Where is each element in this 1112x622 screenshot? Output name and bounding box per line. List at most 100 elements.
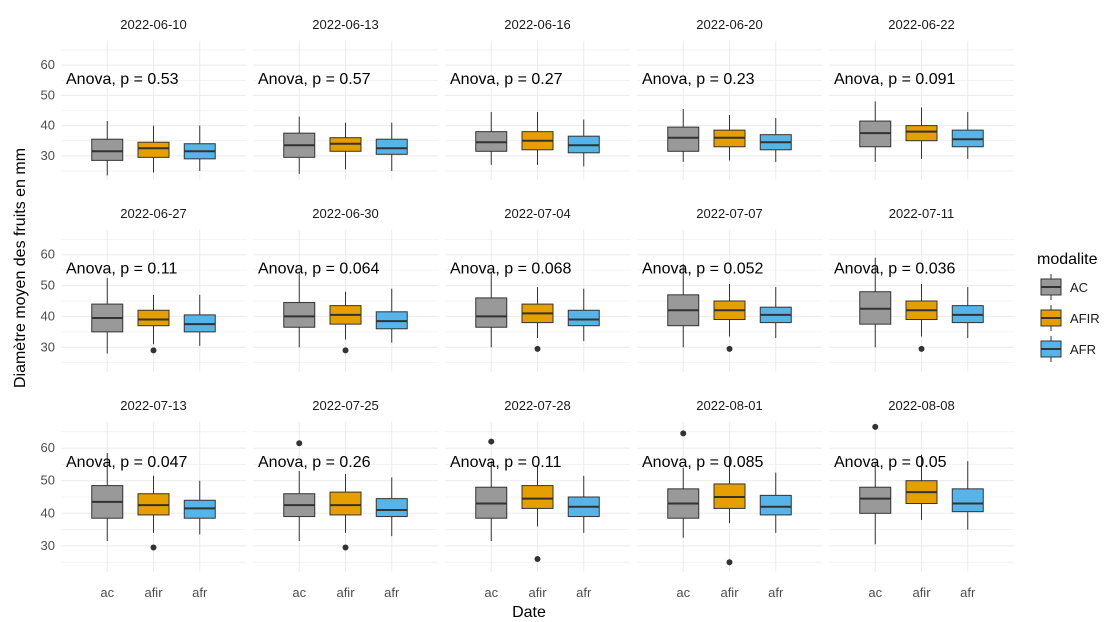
y-tick-label: 30 [41, 148, 55, 163]
facet-panel: 2022-06-20 Anova, p = 0.23 [637, 17, 822, 180]
y-tick-label: 50 [41, 87, 55, 102]
outlier-point [680, 430, 686, 436]
box [906, 126, 937, 141]
facet-title: 2022-08-01 [696, 398, 763, 413]
x-tick-label: ac [676, 585, 690, 600]
facet-panel: 2022-07-07 Anova, p = 0.052 [637, 206, 822, 372]
boxplot-afr [760, 287, 791, 338]
box [92, 139, 123, 160]
anova-label: Anova, p = 0.091 [834, 71, 956, 88]
anova-label: Anova, p = 0.085 [642, 454, 764, 471]
boxplot-afr [952, 461, 983, 529]
anova-label: Anova, p = 0.26 [258, 454, 371, 471]
boxplot-afr [760, 473, 791, 533]
facet-panel: 2022-06-13 Anova, p = 0.57 [253, 17, 438, 180]
anova-label: Anova, p = 0.53 [66, 71, 179, 88]
facet-title: 2022-06-30 [312, 206, 379, 221]
outlier-point [919, 346, 925, 352]
outlier-point [727, 559, 733, 565]
facet-panel: 2022-06-22 Anova, p = 0.091 [829, 17, 1014, 180]
facet-panel: 2022-06-1030405060Anova, p = 0.53 [41, 17, 246, 180]
boxplot-afr [568, 476, 599, 533]
x-tick-label: ac [100, 585, 114, 600]
boxplot-afr [568, 120, 599, 167]
boxplot-afr [568, 289, 599, 341]
box [952, 489, 983, 512]
facet-title: 2022-07-13 [120, 398, 187, 413]
legend-label: AFR [1070, 342, 1096, 357]
boxplot-afr [760, 118, 791, 162]
anova-label: Anova, p = 0.052 [642, 261, 764, 278]
boxplot-afir [714, 115, 745, 160]
anova-label: Anova, p = 0.047 [66, 454, 188, 471]
boxplot-afr [952, 287, 983, 338]
boxplot-ac [476, 112, 507, 165]
facet-title: 2022-06-27 [120, 206, 187, 221]
boxplot-afir [522, 112, 553, 165]
facet-title: 2022-07-11 [889, 206, 955, 221]
anova-label: Anova, p = 0.11 [66, 261, 177, 278]
legend-label: AC [1070, 280, 1088, 295]
facet-title: 2022-06-13 [312, 17, 379, 32]
outlier-point [296, 440, 302, 446]
box [138, 310, 169, 325]
legend-entry-afir: AFIR [1041, 305, 1100, 331]
box [522, 486, 553, 509]
x-axis-title: Date [512, 604, 546, 621]
anova-label: Anova, p = 0.064 [258, 261, 380, 278]
facet-title: 2022-07-28 [504, 398, 571, 413]
anova-label: Anova, p = 0.27 [450, 71, 563, 88]
y-axis-title: Diamètre moyen des fruits en mm [12, 148, 29, 388]
legend-label: AFIR [1070, 311, 1100, 326]
facet-panel: 2022-08-08 Anova, p = 0.05 ac afir afr [829, 398, 1014, 600]
outlier-point [488, 439, 494, 445]
facet-panels: 2022-06-1030405060Anova, p = 0.532022-06… [41, 17, 1014, 600]
boxplot-afir [906, 107, 937, 158]
legend-title: modalite [1037, 251, 1098, 268]
y-tick-label: 30 [41, 538, 55, 553]
box [668, 127, 699, 151]
boxplot-afir [138, 126, 169, 173]
facet-title: 2022-07-04 [504, 206, 571, 221]
boxplot-ac [92, 121, 123, 175]
x-tick-label: afr [576, 585, 592, 600]
x-tick-label: ac [868, 585, 882, 600]
outlier-point [872, 424, 878, 430]
outlier-point [151, 347, 157, 353]
boxplot-afir [330, 123, 361, 170]
x-tick-label: afr [384, 585, 400, 600]
facet-title: 2022-06-22 [888, 17, 955, 32]
outlier-point [727, 346, 733, 352]
x-tick-label: afir [144, 585, 163, 600]
anova-label: Anova, p = 0.57 [258, 71, 371, 88]
boxplot-afr [184, 295, 215, 346]
box [138, 142, 169, 157]
y-tick-label: 50 [41, 278, 55, 293]
outlier-point [343, 545, 349, 551]
boxplot-afr [376, 123, 407, 171]
y-tick-label: 40 [41, 505, 55, 520]
anova-label: Anova, p = 0.23 [642, 71, 755, 88]
x-tick-label: afir [912, 585, 931, 600]
y-tick-label: 30 [41, 339, 55, 354]
facet-title: 2022-07-25 [312, 398, 379, 413]
boxplot-afr [376, 289, 407, 343]
box [760, 495, 791, 515]
y-tick-label: 50 [41, 473, 55, 488]
facet-panel: 2022-07-11 Anova, p = 0.036 [829, 206, 1014, 372]
x-tick-label: afr [960, 585, 976, 600]
anova-label: Anova, p = 0.036 [834, 261, 956, 278]
facet-title: 2022-07-07 [696, 206, 763, 221]
y-tick-label: 60 [41, 440, 55, 455]
outlier-point [535, 346, 541, 352]
y-tick-label: 60 [41, 57, 55, 72]
legend-entry-afr: AFR [1041, 336, 1096, 362]
facet-panel: 2022-07-28 Anova, p = 0.11 ac afir afr [445, 398, 630, 600]
box [860, 487, 891, 513]
boxplot-afr [184, 481, 215, 535]
y-tick-label: 60 [41, 247, 55, 262]
facet-panel: 2022-06-30 Anova, p = 0.064 [253, 206, 438, 372]
facet-panel: 2022-06-16 Anova, p = 0.27 [445, 17, 630, 180]
x-tick-label: ac [484, 585, 498, 600]
